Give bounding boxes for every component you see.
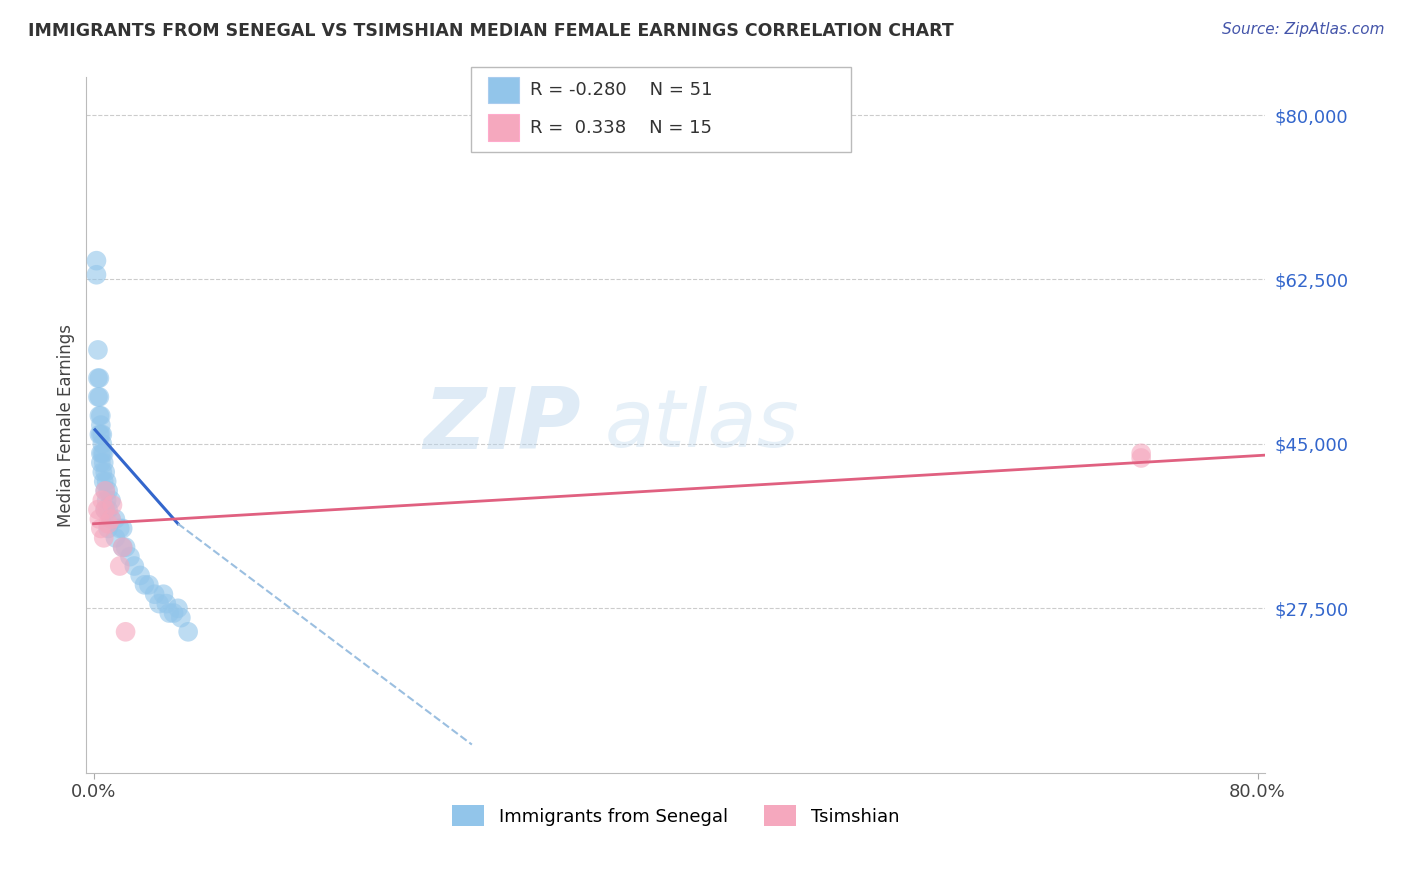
Point <box>87 343 110 357</box>
Point <box>90 521 112 535</box>
Point <box>91 427 114 442</box>
Point <box>97 502 120 516</box>
Point <box>114 624 136 639</box>
Point <box>104 512 127 526</box>
Point <box>93 446 115 460</box>
Point <box>89 390 111 404</box>
Text: R =  0.338    N = 15: R = 0.338 N = 15 <box>530 119 711 136</box>
Point <box>91 446 114 460</box>
Point <box>90 446 112 460</box>
Point <box>93 456 115 470</box>
Point <box>97 483 120 498</box>
Point <box>124 559 146 574</box>
Point <box>155 597 177 611</box>
Text: Source: ZipAtlas.com: Source: ZipAtlas.com <box>1222 22 1385 37</box>
Point <box>108 559 131 574</box>
Text: atlas: atlas <box>605 386 800 464</box>
Point <box>96 493 118 508</box>
Point <box>134 578 156 592</box>
Point <box>111 540 134 554</box>
Text: R = -0.280    N = 51: R = -0.280 N = 51 <box>530 81 713 99</box>
Point <box>104 531 127 545</box>
Point <box>114 540 136 554</box>
Point <box>100 493 122 508</box>
Point <box>97 516 120 531</box>
Point <box>91 493 114 508</box>
Point <box>162 606 184 620</box>
Point <box>118 549 141 564</box>
Legend: Immigrants from Senegal, Tsimshian: Immigrants from Senegal, Tsimshian <box>444 798 907 833</box>
Point <box>93 475 115 489</box>
Point <box>1130 450 1153 465</box>
Point <box>89 427 111 442</box>
Point <box>138 578 160 592</box>
Point <box>167 601 190 615</box>
Point <box>90 409 112 423</box>
Point <box>1130 446 1153 460</box>
Point <box>90 418 112 433</box>
Point <box>96 475 118 489</box>
Point <box>93 531 115 545</box>
Point <box>100 512 122 526</box>
Y-axis label: Median Female Earnings: Median Female Earnings <box>58 324 75 526</box>
Point <box>129 568 152 582</box>
Point <box>170 610 193 624</box>
Point <box>177 624 200 639</box>
Point <box>100 512 122 526</box>
Point <box>86 253 108 268</box>
Point <box>91 465 114 479</box>
Point <box>148 597 170 611</box>
Point <box>90 456 112 470</box>
Point <box>89 409 111 423</box>
Point <box>94 502 117 516</box>
Point <box>87 371 110 385</box>
Point <box>97 521 120 535</box>
Point <box>87 502 110 516</box>
Point <box>94 483 117 498</box>
Point <box>101 498 124 512</box>
Point <box>94 502 117 516</box>
Text: ZIP: ZIP <box>423 384 581 467</box>
Point <box>111 540 134 554</box>
Point <box>89 512 111 526</box>
Point <box>94 483 117 498</box>
Point <box>91 437 114 451</box>
Point <box>87 390 110 404</box>
Point <box>94 465 117 479</box>
Point <box>90 427 112 442</box>
Point <box>157 606 180 620</box>
Point <box>108 521 131 535</box>
Point <box>111 521 134 535</box>
Point <box>143 587 166 601</box>
Point <box>86 268 108 282</box>
Point <box>152 587 174 601</box>
Text: IMMIGRANTS FROM SENEGAL VS TSIMSHIAN MEDIAN FEMALE EARNINGS CORRELATION CHART: IMMIGRANTS FROM SENEGAL VS TSIMSHIAN MED… <box>28 22 953 40</box>
Point <box>89 371 111 385</box>
